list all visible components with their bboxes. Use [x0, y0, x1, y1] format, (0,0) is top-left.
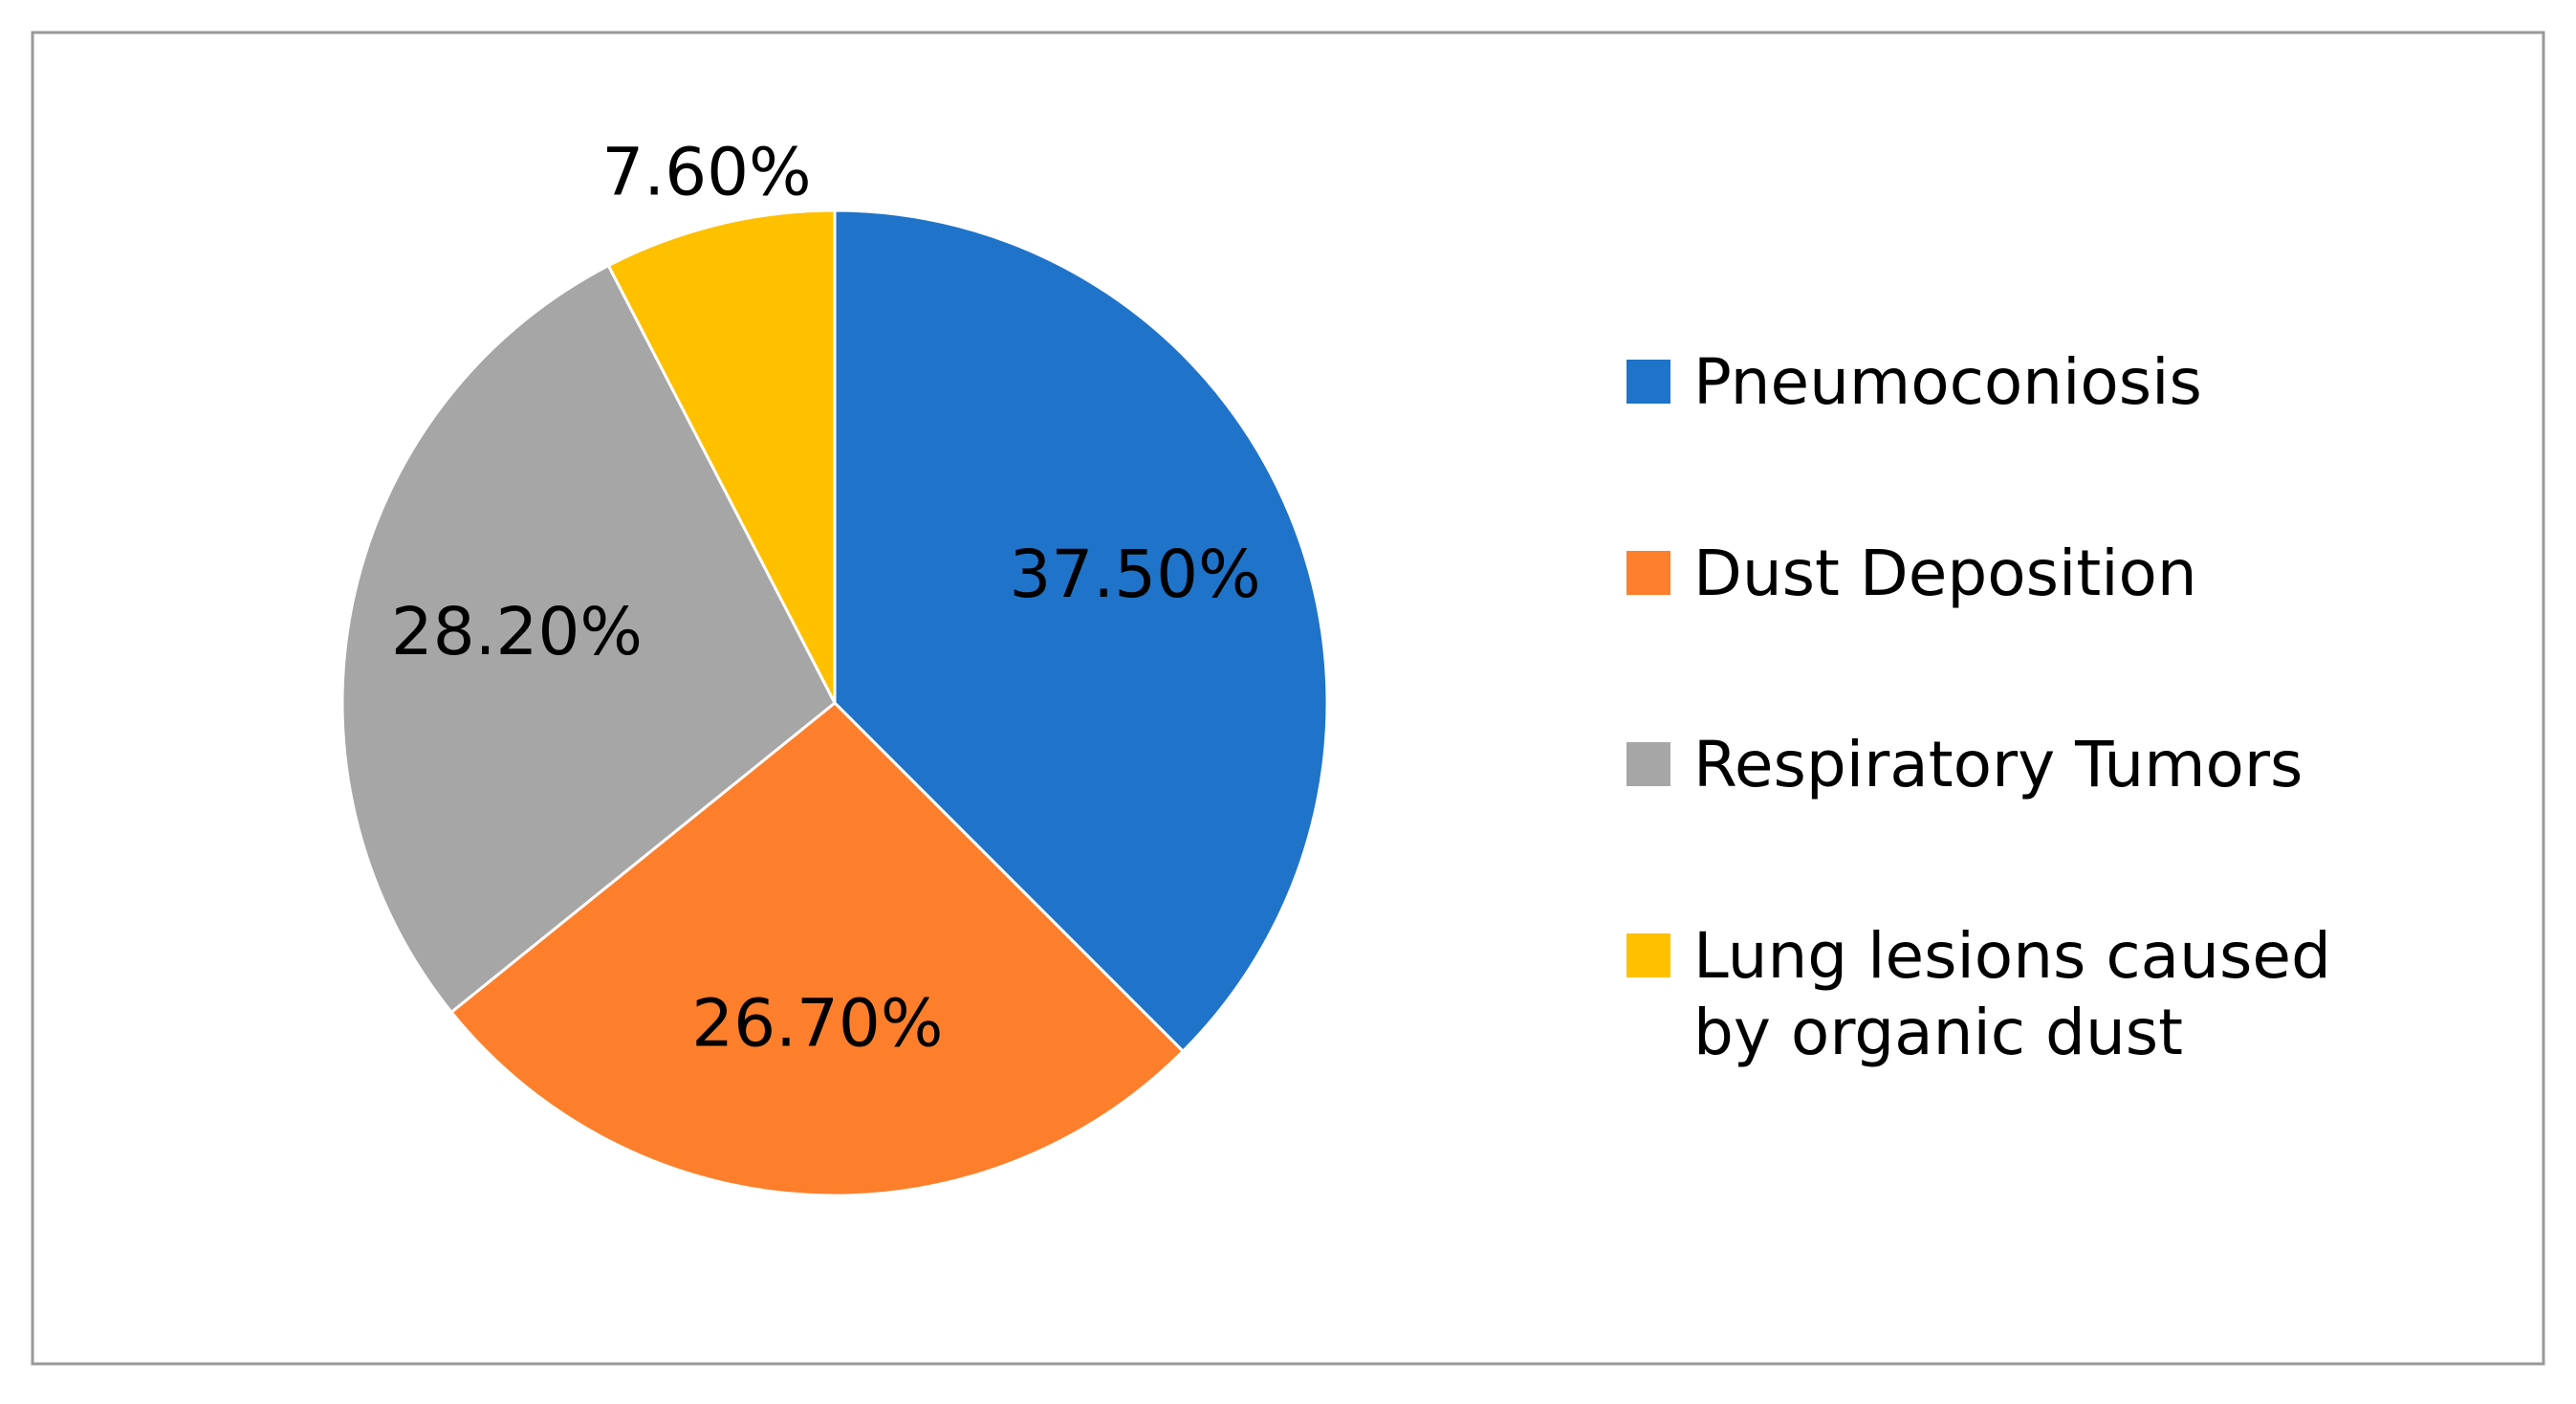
data-label: 37.50% — [1009, 537, 1260, 613]
legend-label: Lung lesions caused by organic dust — [1693, 919, 2331, 1069]
data-label: 26.70% — [691, 985, 943, 1062]
legend-label: Pneumoconiosis — [1693, 345, 2202, 419]
legend-label: Dust Deposition — [1693, 537, 2197, 610]
pie-slice — [606, 208, 837, 704]
legend-item: Dust Deposition — [1626, 536, 2411, 612]
legend-item: Respiratory Tumors — [1626, 727, 2411, 803]
pie-slice — [340, 263, 837, 1015]
legend-item: Pneumoconiosis — [1626, 344, 2411, 421]
legend: Pneumoconiosis Dust Deposition Respiratory… — [1626, 344, 2411, 1186]
legend-swatch — [1626, 742, 1670, 786]
pie-slice — [833, 208, 1329, 1054]
legend-swatch — [1626, 551, 1670, 595]
pie-slice — [448, 700, 1186, 1197]
legend-label: Respiratory Tumors — [1693, 728, 2303, 801]
legend-swatch — [1626, 360, 1670, 404]
legend-item: Lung lesions caused by organic dust — [1626, 918, 2411, 1071]
data-label: 28.20% — [391, 594, 643, 670]
data-label: 7.60% — [601, 135, 811, 211]
legend-swatch — [1626, 933, 1670, 977]
